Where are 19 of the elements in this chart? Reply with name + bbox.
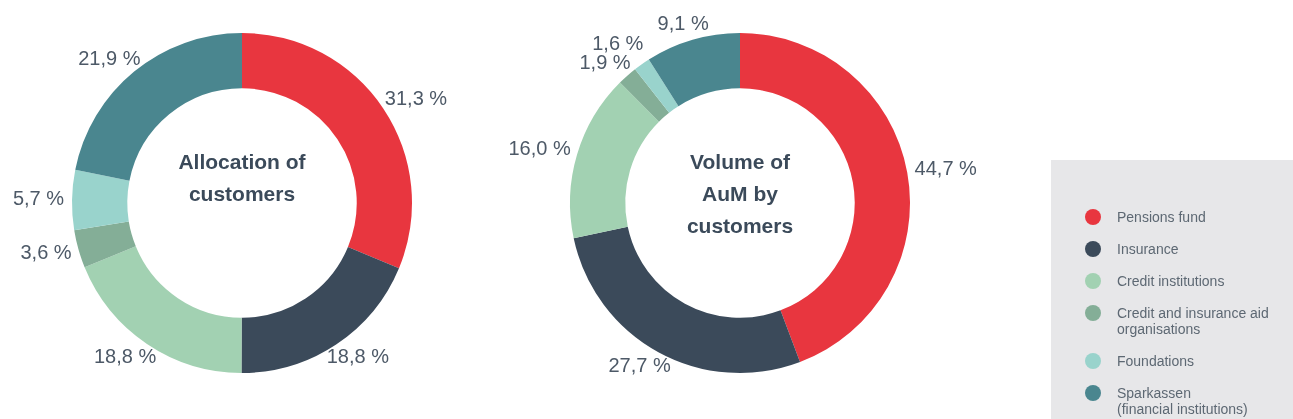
- data-label: 44,7 %: [914, 157, 978, 180]
- data-label: 1,6 %: [592, 32, 644, 55]
- legend-label: Foundations: [1117, 353, 1196, 369]
- data-label: 5,7 %: [12, 187, 65, 210]
- legend-label: Insurance: [1117, 241, 1180, 257]
- legend-label: Credit and insurance aid organisations: [1117, 305, 1270, 337]
- data-label: 16,0 %: [508, 137, 571, 160]
- data-label: 18,8 %: [93, 344, 157, 367]
- data-label: 3,6 %: [20, 240, 72, 263]
- data-label: 21,9 %: [78, 46, 141, 69]
- legend-label: Sparkassen (financial institutions): [1117, 385, 1249, 417]
- text: Volume of AuM by customers: [686, 149, 794, 237]
- legend-label: Pensions fund: [1117, 209, 1207, 225]
- data-label: 27,7 %: [608, 353, 671, 376]
- data-label: 18,8 %: [326, 345, 390, 368]
- data-label: 31,3 %: [384, 87, 448, 110]
- data-label: 9,1 %: [657, 11, 709, 34]
- text: Allocation of customers: [178, 149, 307, 205]
- legend-label: Credit institutions: [1117, 273, 1226, 289]
